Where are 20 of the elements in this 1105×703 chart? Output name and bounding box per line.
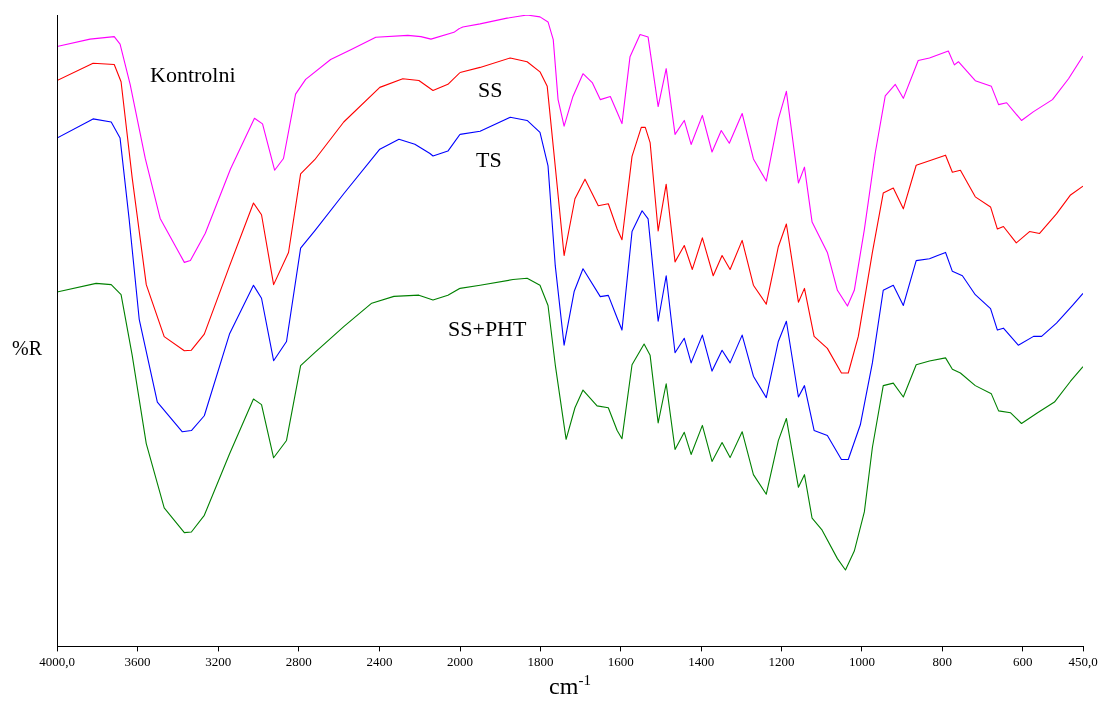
x-tick-label: 3200: [205, 653, 232, 669]
x-tick-label: 3600: [124, 653, 151, 669]
series-label: SS+PHT: [448, 316, 527, 341]
x-tick-label: 800: [932, 653, 953, 669]
x-tick-label: 1400: [688, 653, 715, 669]
series-label: SS: [478, 77, 503, 102]
x-tick-label: 1800: [527, 653, 554, 669]
y-axis-title: %R: [12, 337, 42, 360]
x-tick-label: 450,0: [1068, 653, 1098, 669]
x-tick-label: 1600: [607, 653, 634, 669]
x-tick-label: 2400: [366, 653, 393, 669]
series-label: TS: [476, 147, 502, 172]
series-label: Kontrolni: [150, 62, 236, 87]
x-axis-title: cm$^{-1}$: [549, 672, 591, 700]
x-tick-label: 1200: [768, 653, 795, 669]
x-tick-label: 4000,0: [39, 653, 75, 669]
x-tick-label: 600: [1012, 653, 1033, 669]
x-tick-label: 1000: [848, 653, 875, 669]
x-tick-label: 2800: [285, 653, 312, 669]
x-tick-label: 2000: [447, 653, 473, 669]
